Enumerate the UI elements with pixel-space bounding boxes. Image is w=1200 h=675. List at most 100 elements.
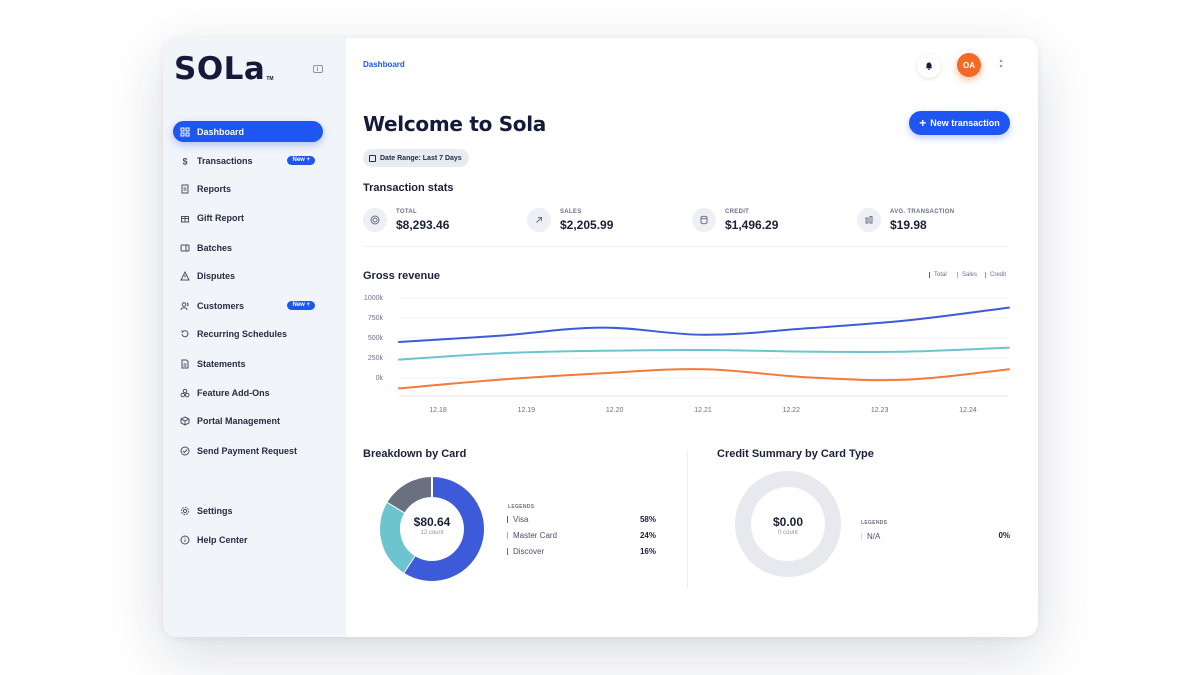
sidebar: SOLa TM Dashboard $ Transactions New + R… [163, 38, 346, 637]
sidebar-item-label: Send Payment Request [197, 445, 298, 456]
sidebar-item-settings[interactable]: Settings [173, 500, 323, 521]
sidebar-item-dashboard[interactable]: Dashboard [173, 121, 323, 142]
legend-na: N/A [861, 532, 880, 541]
sidebar-item-label: Help Center [197, 534, 248, 545]
sidebar-item-label: Recurring Schedules [197, 328, 288, 339]
transaction-stats-title: Transaction stats [363, 182, 454, 194]
sidebar-item-batches[interactable]: Batches [173, 237, 323, 258]
stat-label: TOTAL [396, 208, 417, 215]
stat-label: AVG. TRANSACTION [890, 208, 955, 215]
sidebar-item-disputes[interactable]: Disputes [173, 265, 323, 286]
sidebar-item-reports[interactable]: Reports [173, 178, 323, 199]
legend-pct: 0% [998, 531, 1010, 540]
sidebar-item-label: Settings [197, 505, 233, 516]
series-line-sales[interactable] [398, 346, 1010, 361]
y-tick-label: 1000k [364, 295, 384, 302]
x-tick-label: 12.20 [606, 407, 624, 414]
notifications-button[interactable] [917, 54, 941, 78]
x-tick-label: 12.21 [694, 407, 712, 414]
dollar-icon: $ [180, 156, 190, 166]
y-tick-label: 250k [368, 355, 384, 362]
new-transaction-label: New transaction [930, 118, 1000, 128]
gross-revenue-chart: 1000k 750k 500k 250k 0k 12.18 12.19 12.20 12.21 1… [364, 295, 1010, 414]
breakdown-donut-svg [380, 477, 484, 581]
donut-slice-master-card[interactable] [380, 502, 416, 573]
series-line-total[interactable] [398, 306, 1010, 343]
portal-icon [180, 415, 190, 426]
stat-sales: SALES $2,205.99 [527, 205, 613, 235]
help-icon [180, 535, 190, 545]
addons-icon [180, 388, 190, 398]
send-icon [180, 446, 190, 456]
legend-visa: Visa [507, 515, 528, 524]
warning-icon [180, 270, 190, 281]
legend-label: Total [934, 272, 947, 278]
legend-label: N/A [867, 532, 881, 541]
sidebar-item-recurring-schedules[interactable]: Recurring Schedules [173, 323, 323, 344]
stat-value: $1,496.29 [725, 217, 779, 232]
donut-center: $80.64 12 count [379, 515, 485, 536]
sidebar-item-label: Customers [197, 300, 245, 311]
legend-pct: 58% [639, 515, 656, 524]
report-icon [180, 184, 190, 194]
recurring-icon [180, 329, 190, 339]
target-icon [363, 208, 387, 232]
y-tick-label: 750k [368, 315, 384, 322]
stat-total: TOTAL $8,293.46 [363, 205, 449, 235]
legend-credit[interactable]: Credit [985, 272, 1006, 278]
sidebar-item-label: Transactions [197, 155, 253, 166]
legend-heading: LEGENDS [508, 504, 535, 510]
sidebar-item-customers[interactable]: Customers New + [173, 295, 323, 316]
sidebar-item-feature-add-ons[interactable]: Feature Add-Ons [173, 382, 323, 403]
breadcrumb[interactable]: Dashboard [363, 60, 405, 69]
arrow-up-right-icon [527, 208, 551, 232]
sidebar-item-label: Disputes [197, 270, 236, 281]
new-transaction-button[interactable]: + New transaction [909, 111, 1010, 135]
legend-total[interactable]: Total [929, 272, 947, 278]
bell-icon [925, 57, 933, 75]
date-range-label: Date Range: Last 7 Days [380, 154, 462, 162]
divider [687, 450, 688, 588]
legend-pct: 16% [639, 547, 656, 556]
sidebar-item-help-center[interactable]: Help Center [173, 529, 323, 550]
sidebar-item-gift-report[interactable]: Gift Report [173, 207, 323, 228]
legend-sales[interactable]: Sales [957, 272, 977, 278]
legend-pct: 24% [639, 531, 656, 540]
legend-label: Discover [513, 547, 545, 556]
sidebar-item-label: Gift Report [197, 212, 244, 223]
grid-icon [180, 127, 190, 137]
sidebar-item-label: Reports [197, 183, 232, 194]
sidebar-item-statements[interactable]: Statements [173, 353, 323, 374]
donut-slice-visa[interactable] [403, 477, 484, 581]
sidebar-item-label: Portal Management [197, 415, 281, 426]
credit-donut-svg [735, 471, 841, 577]
x-tick-label: 12.22 [783, 407, 801, 414]
legend-label: Credit [990, 272, 1007, 278]
credit-summary-title: Credit Summary by Card Type [717, 448, 874, 460]
new-badge[interactable]: New + [287, 156, 315, 165]
sidebar-item-transactions[interactable]: $ Transactions New + [173, 150, 323, 171]
sidebar-item-portal-management[interactable]: Portal Management [173, 410, 323, 431]
sidebar-item-label: Dashboard [197, 126, 245, 137]
stat-label: CREDIT [725, 208, 750, 215]
sola-logo[interactable]: SOLa TM [174, 52, 274, 86]
app-window: SOLa TM Dashboard $ Transactions New + R… [163, 38, 1038, 637]
legend-label: Master Card [513, 531, 558, 540]
date-range-filter[interactable]: Date Range: Last 7 Days [363, 149, 469, 167]
donut-count: 0 count [778, 530, 798, 536]
calendar-icon [369, 154, 376, 162]
legend-label: Visa [513, 515, 529, 524]
account-switcher-icon[interactable]: ▴ ▾ [999, 58, 1003, 70]
users-icon [180, 301, 190, 311]
donut-slice-discover[interactable] [387, 477, 433, 513]
x-tick-label: 12.18 [429, 407, 447, 414]
sidebar-item-send-payment-request[interactable]: Send Payment Request [173, 440, 323, 461]
series-line-credit[interactable] [398, 368, 1010, 390]
legend-discover: Discover [507, 547, 544, 556]
new-badge[interactable]: New + [287, 301, 315, 310]
avatar[interactable]: OA [957, 53, 981, 77]
x-tick-label: 12.23 [871, 407, 889, 414]
collapse-sidebar-icon[interactable] [313, 65, 323, 73]
svg-text:$: $ [182, 156, 187, 166]
x-tick-label: 12.19 [518, 407, 536, 414]
